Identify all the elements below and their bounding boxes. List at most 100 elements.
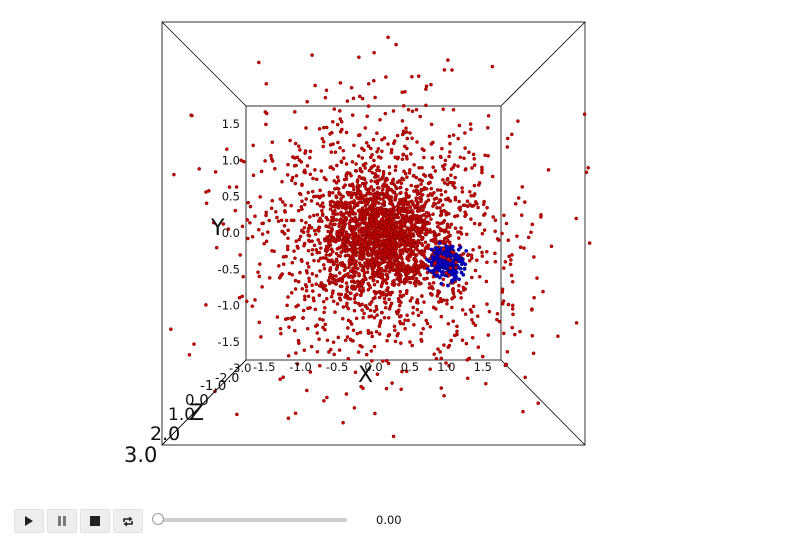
red-point	[344, 174, 349, 178]
red-point	[318, 317, 322, 321]
red-point	[326, 229, 330, 234]
red-point	[446, 257, 451, 261]
red-point	[395, 133, 400, 138]
red-point	[335, 302, 340, 306]
blue-point	[447, 261, 452, 266]
red-point	[441, 178, 445, 182]
red-point	[324, 125, 329, 130]
red-point	[244, 299, 249, 304]
plot-viewport[interactable]: -1.5 -1.0 -0.5 0.0 0.5 1.0 1.5 1.5 1.0 0.5 0.0 -0.5…	[0, 0, 799, 500]
red-point	[321, 139, 326, 144]
red-point	[377, 253, 382, 257]
red-point	[366, 288, 371, 292]
red-point	[516, 196, 521, 200]
red-point	[418, 206, 423, 210]
red-point	[344, 281, 349, 285]
red-point	[411, 305, 416, 310]
pause-button[interactable]	[47, 509, 77, 533]
x-tick-label: 0.5	[401, 360, 419, 374]
red-point	[444, 271, 449, 275]
z-tick-label: 3.0	[124, 443, 157, 467]
red-point	[420, 192, 425, 197]
red-point	[422, 266, 427, 270]
red-point	[371, 78, 376, 83]
red-point	[370, 334, 375, 339]
blue-point	[438, 262, 443, 267]
red-point	[574, 216, 579, 221]
loop-button[interactable]	[113, 509, 143, 533]
red-point	[384, 358, 389, 363]
red-point	[299, 218, 304, 223]
red-point	[413, 184, 418, 189]
red-point	[324, 244, 329, 249]
blue-point	[457, 277, 461, 282]
red-point	[344, 304, 349, 308]
red-point	[353, 231, 358, 236]
slider-thumb[interactable]	[152, 513, 164, 525]
red-point	[328, 252, 333, 257]
red-point	[355, 331, 360, 336]
red-point	[304, 197, 309, 201]
red-point	[463, 146, 467, 150]
red-point	[361, 268, 366, 273]
red-point	[316, 259, 321, 263]
red-point	[331, 340, 336, 345]
red-point	[358, 168, 363, 173]
stop-button[interactable]	[80, 509, 110, 533]
y-tick-label: 1.0	[222, 153, 240, 167]
red-point	[463, 203, 468, 208]
red-point	[419, 259, 423, 264]
red-point	[432, 190, 436, 195]
red-point	[309, 199, 314, 203]
red-point	[388, 198, 392, 203]
red-point	[408, 131, 412, 135]
red-point	[398, 266, 402, 271]
red-point	[442, 68, 447, 72]
red-point	[289, 178, 294, 183]
red-point	[430, 156, 435, 160]
y-tick-label: 0.0	[222, 226, 240, 240]
red-point	[398, 321, 403, 326]
red-point	[381, 175, 385, 180]
red-point	[361, 386, 365, 391]
red-point	[518, 245, 523, 249]
red-point	[393, 155, 398, 160]
play-button[interactable]	[14, 509, 44, 533]
red-point	[373, 195, 378, 200]
red-point	[253, 214, 257, 218]
scatter-3d-plot[interactable]: -1.5 -1.0 -0.5 0.0 0.5 1.0 1.5 1.5 1.0 0.5 0.0 -0.5…	[0, 0, 799, 500]
red-point	[441, 247, 446, 251]
red-point	[415, 247, 419, 252]
red-point	[356, 350, 361, 354]
red-point	[404, 194, 409, 199]
red-point	[436, 347, 440, 351]
red-point	[392, 182, 397, 187]
red-point	[497, 319, 502, 324]
red-point	[459, 232, 464, 236]
time-slider[interactable]	[152, 512, 348, 528]
red-point	[224, 147, 229, 151]
red-point	[463, 131, 467, 135]
red-point	[391, 434, 396, 439]
red-point	[336, 178, 341, 183]
red-point	[471, 247, 475, 252]
red-point	[400, 369, 404, 374]
red-point	[272, 166, 277, 171]
red-point	[505, 136, 510, 141]
red-point	[367, 314, 372, 319]
red-point	[355, 224, 360, 229]
red-point	[418, 191, 422, 195]
red-point	[337, 191, 342, 196]
red-point	[426, 193, 430, 198]
red-point	[280, 200, 285, 204]
red-point	[376, 155, 381, 159]
x-tick-label: 0.0	[364, 360, 382, 374]
red-point	[352, 308, 357, 313]
red-point	[442, 218, 447, 223]
red-point	[260, 232, 265, 236]
red-point	[407, 252, 411, 256]
red-point	[351, 233, 355, 237]
red-point	[412, 189, 416, 193]
red-point	[354, 195, 359, 199]
red-point	[486, 153, 490, 158]
